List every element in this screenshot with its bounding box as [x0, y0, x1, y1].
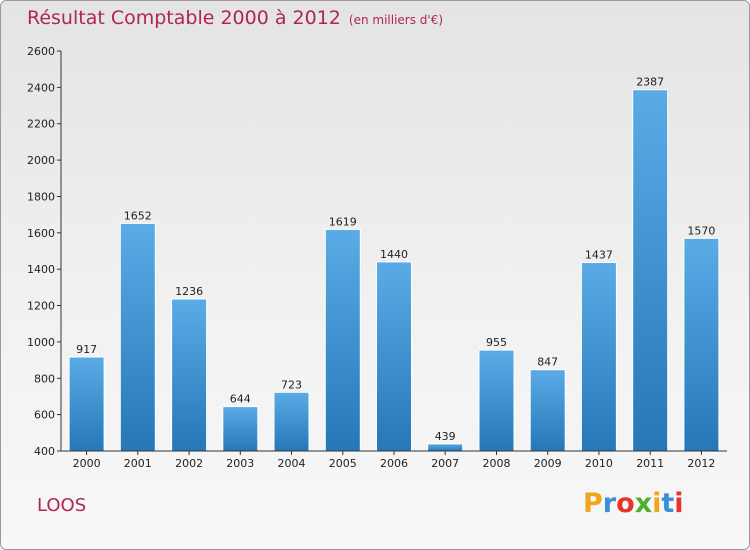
value-label-2010: 1437 [585, 249, 613, 262]
x-tick-label-2007: 2007 [431, 457, 459, 470]
proxiti-logo: Proxiti [583, 488, 684, 519]
chart-title: Résultat Comptable 2000 à 2012 (en millie… [27, 7, 443, 29]
value-label-2000: 917 [76, 343, 97, 356]
bar-2001 [119, 222, 156, 452]
bar-2007 [427, 443, 464, 452]
value-label-2011: 2387 [636, 76, 664, 89]
y-tick-label-2200: 2200 [27, 118, 55, 131]
logo-letter: i [652, 488, 662, 519]
commune-name: LOOS [37, 495, 87, 516]
x-tick-label-2004: 2004 [278, 457, 306, 470]
value-label-2005: 1619 [329, 215, 357, 228]
bar-2008 [478, 349, 515, 452]
bar-2005 [324, 228, 361, 452]
x-tick-label-2003: 2003 [226, 457, 254, 470]
value-label-2007: 439 [435, 430, 456, 443]
x-tick-label-2010: 2010 [585, 457, 613, 470]
axes-layer: 2000 2001 2002 2003 2004 2005 2006 2007 2008 2009… [27, 45, 727, 470]
title-unit: (en milliers d'€) [348, 13, 444, 27]
y-tick-label-2600: 2600 [27, 45, 55, 58]
value-label-2002: 1236 [175, 285, 203, 298]
title-text: Résultat Comptable 2000 à 2012 [27, 7, 341, 29]
x-tick-label-2012: 2012 [687, 457, 715, 470]
y-tick-label-400: 400 [34, 445, 55, 458]
bar-2004 [273, 391, 310, 452]
logo-letter: r [602, 488, 617, 519]
y-tick-label-1200: 1200 [27, 300, 55, 313]
bar-2003 [222, 406, 259, 452]
logo-letter: o [616, 488, 635, 519]
y-tick-label-600: 600 [34, 409, 55, 422]
x-tick-label-2006: 2006 [380, 457, 408, 470]
x-tick-label-2001: 2001 [124, 457, 152, 470]
value-label-2012: 1570 [687, 224, 715, 237]
y-tick-label-1600: 1600 [27, 227, 55, 240]
x-tick-label-2005: 2005 [329, 457, 357, 470]
y-tick-label-1800: 1800 [27, 191, 55, 204]
bars-layer: 917 1652 1236 644 723 1619 1440 439 955 847 1437 23… [68, 76, 720, 452]
bar-2010 [580, 262, 617, 452]
logo-letter: t [661, 488, 675, 519]
value-label-2009: 847 [537, 356, 558, 369]
x-tick-label-2011: 2011 [636, 457, 664, 470]
bar-2002 [171, 298, 208, 452]
value-label-2004: 723 [281, 378, 302, 391]
bar-2009 [529, 369, 566, 452]
y-tick-label-1400: 1400 [27, 263, 55, 276]
bar-2012 [683, 237, 720, 452]
x-tick-label-2002: 2002 [175, 457, 203, 470]
value-label-2001: 1652 [124, 209, 152, 222]
y-tick-label-2000: 2000 [27, 154, 55, 167]
value-label-2003: 644 [230, 393, 251, 406]
value-label-2006: 1440 [380, 248, 408, 261]
y-tick-label-1000: 1000 [27, 336, 55, 349]
logo-letter: x [634, 488, 653, 519]
x-tick-label-2009: 2009 [534, 457, 562, 470]
x-tick-label-2000: 2000 [73, 457, 101, 470]
bar-2011 [632, 89, 669, 452]
y-tick-label-2400: 2400 [27, 81, 55, 94]
bar-2006 [376, 261, 412, 452]
value-label-2008: 955 [486, 336, 507, 349]
x-tick-label-2008: 2008 [483, 457, 511, 470]
y-tick-label-800: 800 [34, 372, 55, 385]
bar-2000 [68, 356, 105, 452]
logo-letter: i [674, 488, 684, 519]
logo-letter: P [583, 488, 603, 519]
